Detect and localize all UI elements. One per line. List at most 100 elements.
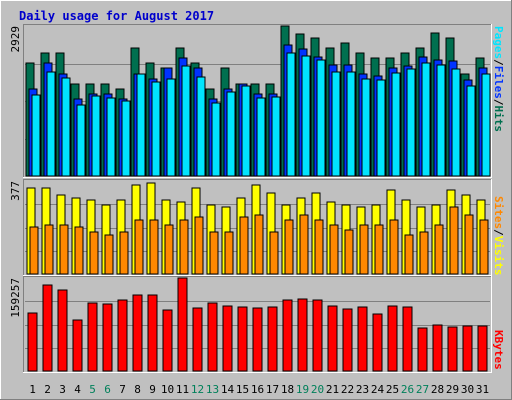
x-tick-label-17: 17 — [266, 383, 279, 396]
bar-pages-day-12 — [196, 76, 206, 177]
bar-pages-day-22 — [346, 71, 356, 177]
x-tick-label-15: 15 — [236, 383, 249, 396]
x-tick-label-4: 4 — [74, 383, 81, 396]
bar-sites-day-19 — [299, 214, 309, 275]
bar-kbytes-day-1 — [27, 312, 38, 372]
bar-pages-day-20 — [316, 59, 326, 177]
bar-pages-day-1 — [31, 94, 41, 177]
bar-kbytes-day-26 — [402, 306, 413, 372]
bar-kbytes-day-12 — [192, 307, 203, 372]
side-label-sep-2: / — [492, 99, 505, 106]
bar-kbytes-day-14 — [222, 305, 233, 372]
bar-kbytes-day-4 — [72, 319, 83, 372]
x-tick-label-11: 11 — [176, 383, 189, 396]
x-tick-label-3: 3 — [59, 383, 66, 396]
x-axis-day-labels: 1 2 3 4 5 6 7 8 9 10 11 12 13 14 15 16 17 18 19 20 21 22 23 24 2… — [29, 383, 489, 396]
bar-sites-day-26 — [404, 234, 414, 275]
bar-kbytes-day-9 — [147, 294, 158, 372]
bar-kbytes-day-21 — [327, 305, 338, 372]
x-tick-label-9: 9 — [149, 383, 156, 396]
bar-pages-day-11 — [181, 65, 191, 177]
side-label-hits: Hits — [492, 106, 505, 133]
bar-kbytes-day-7 — [117, 299, 128, 372]
bar-kbytes-day-31 — [477, 325, 488, 372]
x-tick-label-5: 5 — [89, 383, 96, 396]
bar-sites-day-28 — [434, 224, 444, 275]
panel-visits-sites: 377 Sites/Visits — [9, 179, 505, 276]
bar-pages-day-13 — [211, 102, 221, 177]
bar-kbytes-day-16 — [252, 307, 263, 372]
bar-sites-day-27 — [419, 231, 429, 275]
bar-pages-day-27 — [421, 62, 431, 177]
bar-sites-day-2 — [44, 224, 54, 275]
bar-pages-day-18 — [286, 52, 296, 177]
chart-title: Daily usage for August 2017 — [19, 9, 214, 23]
bar-kbytes-day-11 — [177, 277, 188, 372]
x-tick-label-7: 7 — [119, 383, 126, 396]
x-tick-label-12: 12 — [191, 383, 204, 396]
bar-pages-day-24 — [376, 79, 386, 177]
bar-kbytes-day-24 — [372, 313, 383, 372]
bar-kbytes-day-5 — [87, 302, 98, 372]
x-tick-label-23: 23 — [356, 383, 369, 396]
bar-pages-day-9 — [151, 81, 161, 177]
bar-sites-day-16 — [254, 214, 264, 275]
bar-pages-day-19 — [301, 55, 311, 177]
panel-kbytes: 159257 KBytes — [9, 276, 505, 373]
bar-kbytes-day-3 — [57, 289, 68, 372]
bar-pages-day-10 — [166, 78, 176, 177]
bar-kbytes-day-13 — [207, 302, 218, 372]
x-tick-label-20: 20 — [311, 383, 324, 396]
bar-sites-day-14 — [224, 231, 234, 275]
bar-pages-day-28 — [436, 64, 446, 177]
bar-kbytes-day-27 — [417, 327, 428, 372]
bar-sites-day-17 — [269, 231, 279, 275]
bar-kbytes-day-2 — [42, 284, 53, 372]
bar-pages-day-26 — [406, 68, 416, 177]
bar-kbytes-day-17 — [267, 306, 278, 372]
bar-sites-day-18 — [284, 219, 294, 275]
bar-sites-day-3 — [59, 224, 69, 275]
x-tick-label-8: 8 — [134, 383, 141, 396]
y-max-label-kbytes: 159257 — [9, 278, 22, 318]
bar-pages-day-4 — [76, 104, 86, 177]
bar-sites-day-13 — [209, 231, 219, 275]
bar-sites-day-23 — [359, 224, 369, 275]
x-tick-label-13: 13 — [206, 383, 219, 396]
bar-kbytes-day-18 — [282, 299, 293, 372]
bar-pages-day-25 — [391, 72, 401, 177]
panel-hits-files-pages: 2929 Pages/Files/Hits — [9, 24, 505, 178]
bar-kbytes-day-29 — [447, 326, 458, 372]
x-tick-label-21: 21 — [326, 383, 339, 396]
bar-sites-day-25 — [389, 219, 399, 275]
x-tick-label-18: 18 — [281, 383, 294, 396]
x-tick-label-26: 26 — [401, 383, 414, 396]
y-max-label-hits: 2929 — [9, 26, 22, 53]
bar-kbytes-day-25 — [387, 305, 398, 372]
bar-sites-day-8 — [134, 219, 144, 275]
bar-pages-day-31 — [481, 73, 491, 177]
bar-sites-day-6 — [104, 234, 114, 275]
bar-sites-day-21 — [329, 224, 339, 275]
side-label-files: Files — [492, 66, 505, 99]
x-tick-label-14: 14 — [221, 383, 235, 396]
bar-kbytes-day-10 — [162, 309, 173, 372]
bar-kbytes-day-8 — [132, 294, 143, 372]
bar-kbytes-day-28 — [432, 324, 443, 372]
side-label-visits: Visits — [492, 236, 505, 276]
bar-kbytes-day-15 — [237, 306, 248, 372]
bar-pages-day-7 — [121, 100, 131, 177]
side-label-sep-3: / — [492, 229, 505, 236]
x-tick-label-24: 24 — [371, 383, 385, 396]
bar-pages-day-8 — [136, 73, 146, 177]
x-tick-label-2: 2 — [44, 383, 51, 396]
bar-sites-day-5 — [89, 231, 99, 275]
bar-sites-day-10 — [164, 224, 174, 275]
bar-sites-day-31 — [479, 219, 489, 275]
x-tick-label-28: 28 — [431, 383, 444, 396]
bar-pages-day-14 — [226, 91, 236, 177]
bar-pages-day-3 — [61, 77, 71, 177]
x-tick-label-1: 1 — [29, 383, 36, 396]
side-label-visits-sites: Sites/Visits — [492, 196, 505, 276]
